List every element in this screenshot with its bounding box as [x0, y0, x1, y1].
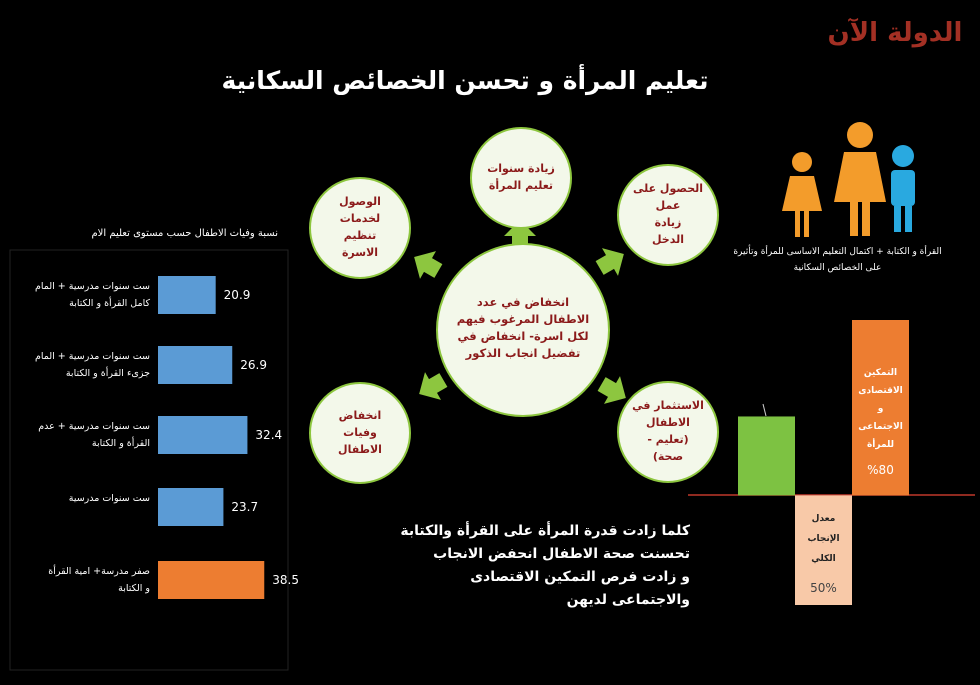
node-text: انخفاض وفيات الاطفال [338, 409, 382, 456]
value-label: %80 [867, 463, 894, 478]
node-circle [617, 164, 719, 266]
bar [158, 561, 265, 599]
chart-title: نسبة وفيات الاطفال حسب مستوى تعليم الام [91, 228, 278, 239]
bar [852, 320, 909, 496]
node-text: الوصول لخدمات تنظيم الاسرة [339, 195, 381, 259]
category-label: صفر مدرسة+ امية القرأة و الكتابة [48, 566, 150, 594]
node-circle [617, 381, 719, 483]
value-label: 20.9 [224, 288, 251, 302]
category-label: ست سنوات مدرسية + المام جزىء القرأة و ال… [34, 351, 150, 379]
arrow [419, 372, 448, 400]
circles [309, 127, 719, 484]
logo: الدولة الآن [827, 18, 963, 48]
category-label: ست سنوات مدرسية + المام كامل القرأة و ال… [34, 281, 150, 309]
category-label: ست سنوات مدرسية + عدم القرأة و الكتابة [38, 421, 150, 449]
node-circle [470, 127, 572, 229]
arrows [414, 220, 626, 404]
node-text: الحصول على عمل زيادة الدخل [632, 182, 704, 246]
family-caption: القرأة و الكتابة + اكتمال التعليم الاساس… [733, 247, 942, 273]
bar [158, 416, 248, 454]
value-label: 23.7 [231, 500, 258, 514]
bar-label: التمكين الاقتصادى و الاجتماعى للمرأة [858, 368, 903, 450]
arrow [595, 248, 624, 276]
arrow [414, 251, 443, 279]
value-label: 38.5 [272, 573, 299, 587]
node-circle [309, 177, 411, 279]
bar [158, 346, 233, 384]
bar [738, 416, 795, 496]
bar [158, 488, 224, 526]
node-circle [309, 382, 411, 484]
node-text: الاستثمار في الاطفال (تعليم - صحة) [632, 399, 704, 463]
center-circle [436, 243, 610, 417]
value-label: 32.4 [255, 428, 282, 442]
tick [762, 403, 767, 417]
bar [158, 276, 216, 314]
bar [795, 495, 852, 605]
value-label: 50% [810, 581, 837, 595]
arrow [504, 220, 536, 248]
family-icon [782, 122, 915, 237]
value-label: 26.9 [240, 358, 267, 372]
chart-panel [9, 249, 289, 671]
bar-label: معدل الإنجاب الكلي [807, 514, 840, 565]
node-text: زيادة سنوات تعليم المرأة [487, 162, 555, 192]
center-text: انخفاض في عدد الاطفال المرغوب فيهم لكل ا… [456, 295, 590, 360]
category-label: ست سنوات مدرسية [68, 493, 150, 504]
title: تعليم المرأة و تحسن الخصائص السكانية [221, 66, 709, 95]
arrow [597, 376, 626, 404]
caption: كلما زادت قدرة المرأة على القرأة والكتاب… [400, 523, 690, 608]
